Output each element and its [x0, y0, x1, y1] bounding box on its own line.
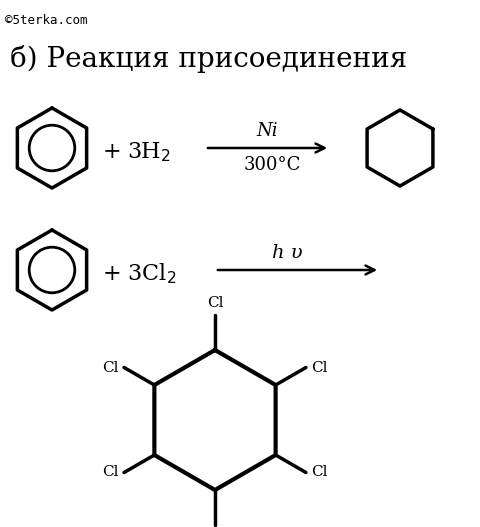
Text: Cl: Cl	[103, 360, 119, 375]
Text: + 3H$_2$: + 3H$_2$	[102, 140, 171, 164]
Text: Cl: Cl	[311, 465, 327, 480]
Text: 300°C: 300°C	[244, 156, 301, 174]
Text: Ni: Ni	[257, 122, 278, 140]
Text: б) Реакция присоединения: б) Реакция присоединения	[10, 45, 407, 73]
Text: Cl: Cl	[207, 296, 223, 310]
Text: h υ: h υ	[272, 244, 303, 262]
Text: ©5terka.com: ©5terka.com	[5, 14, 87, 27]
Text: Cl: Cl	[103, 465, 119, 480]
Text: Cl: Cl	[311, 360, 327, 375]
Text: + 3Cl$_2$: + 3Cl$_2$	[102, 262, 177, 286]
